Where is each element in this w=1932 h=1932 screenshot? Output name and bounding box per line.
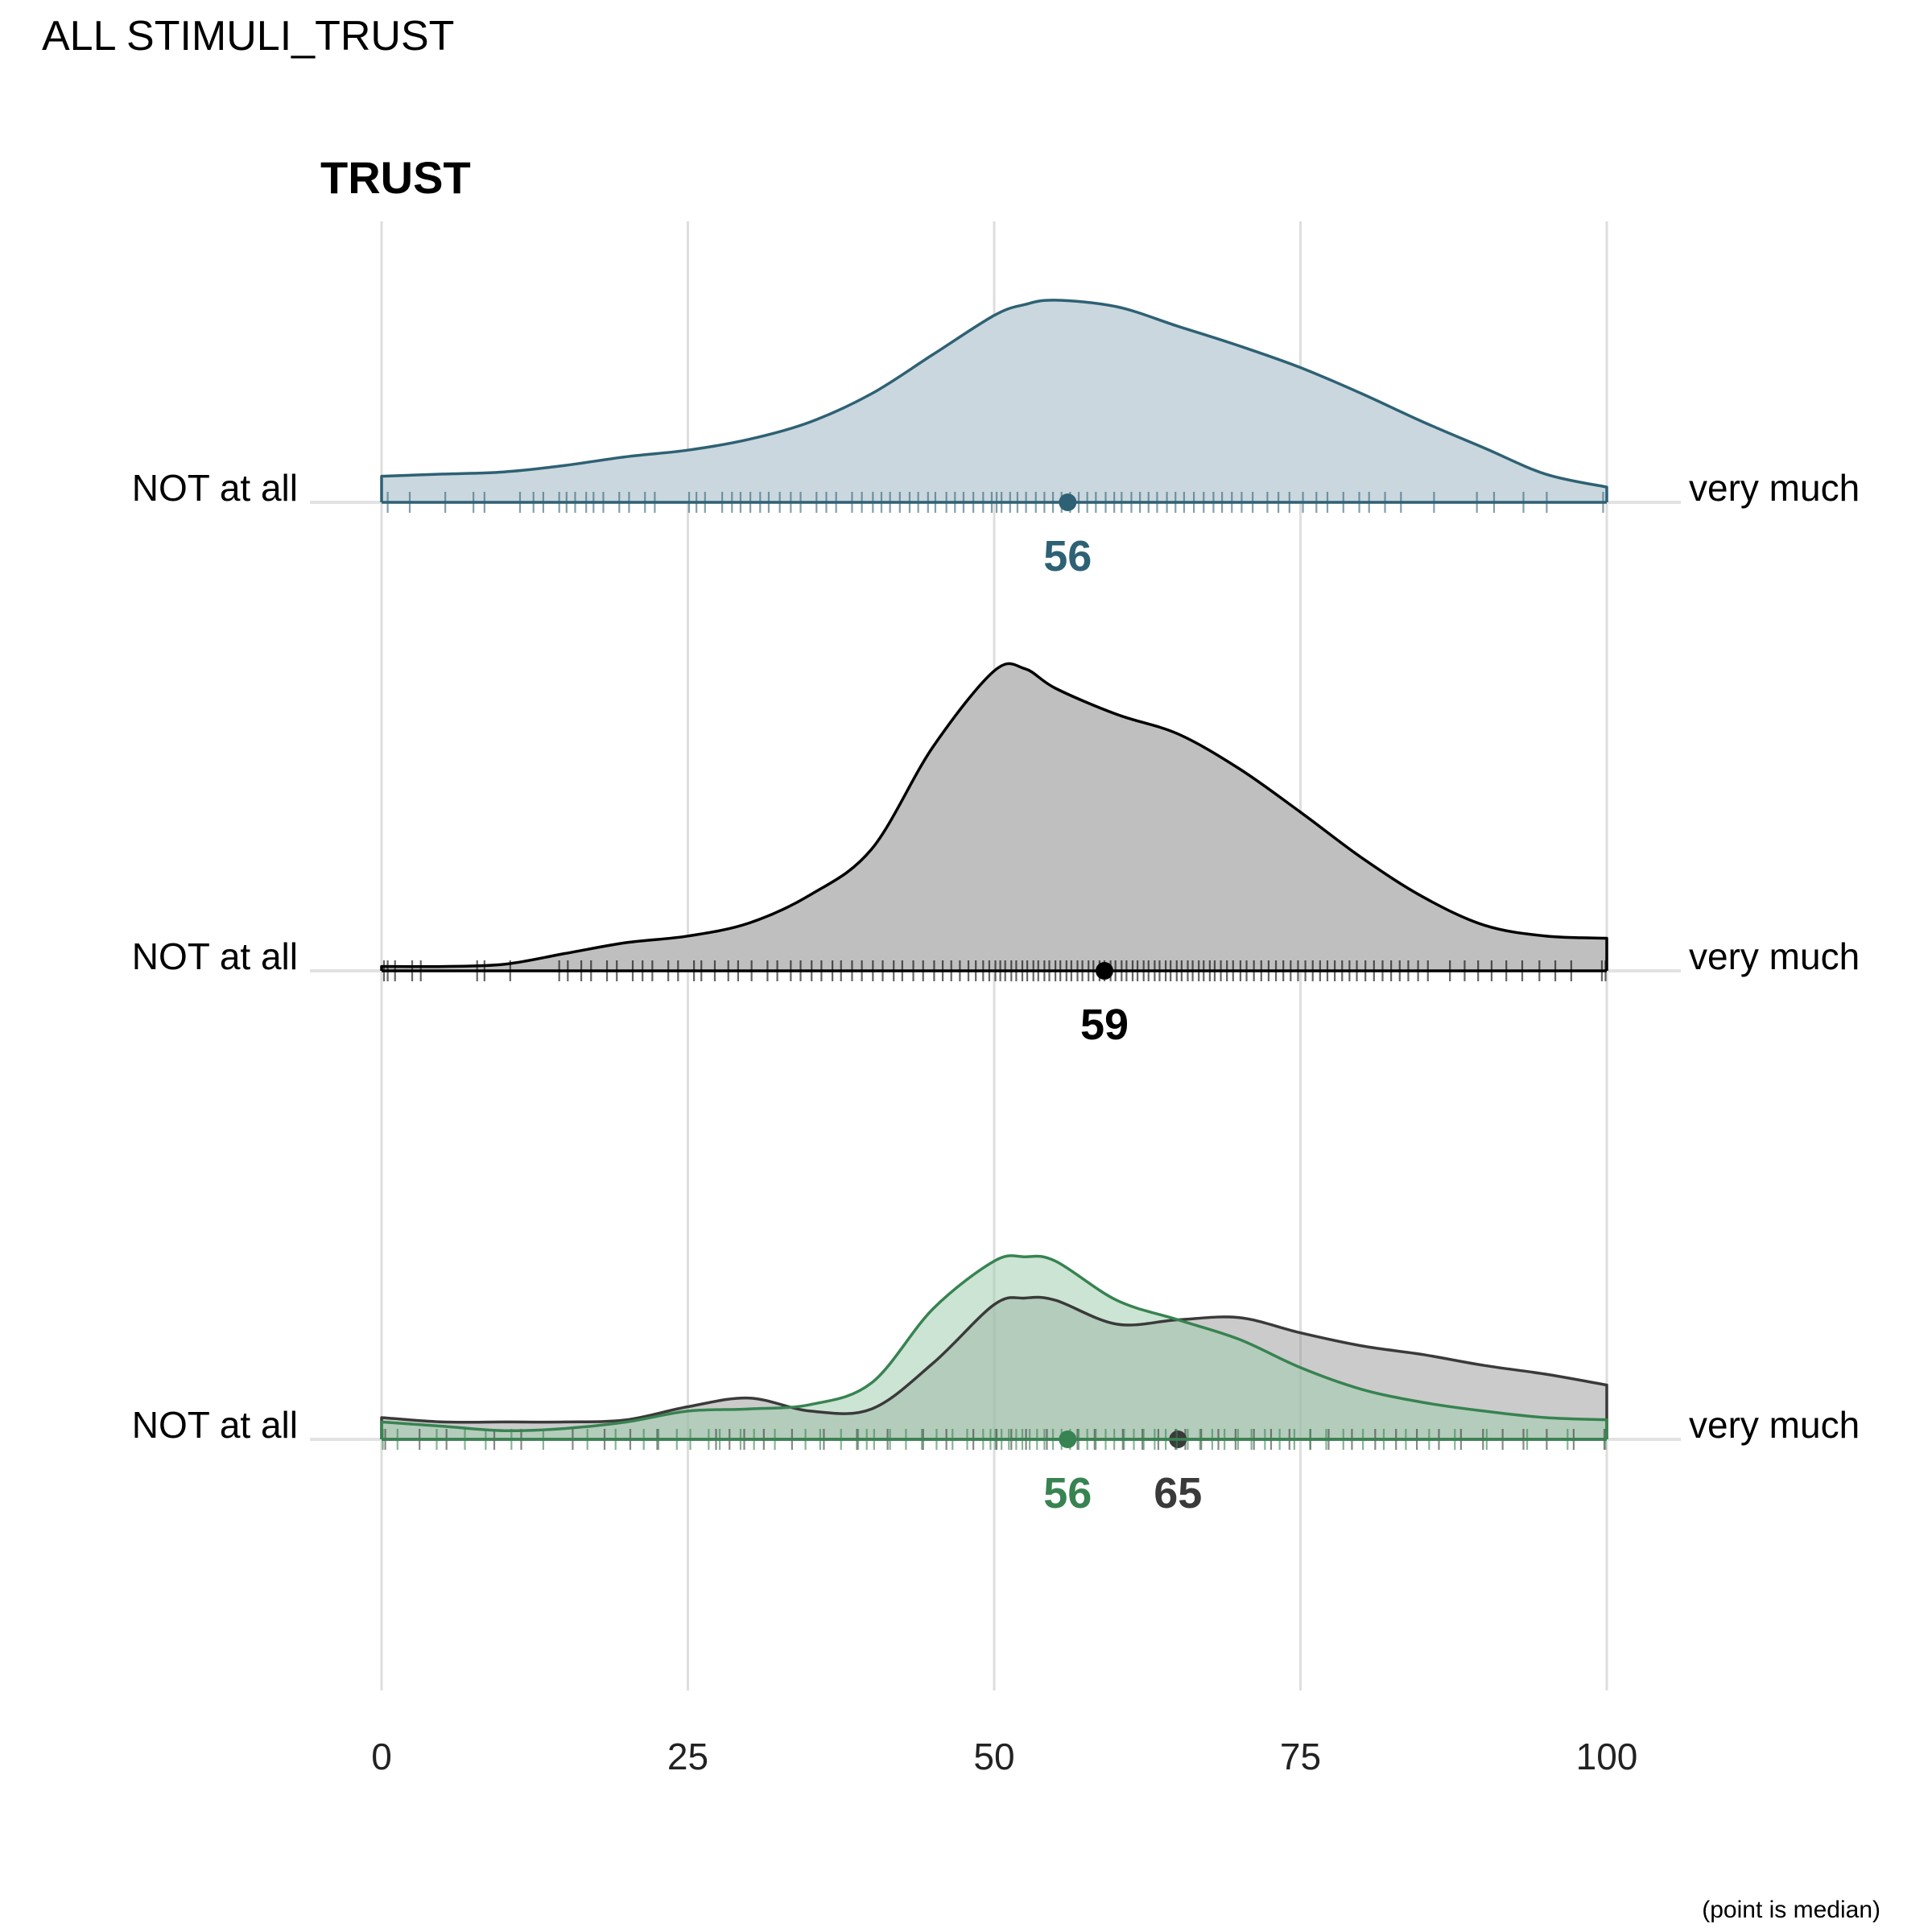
density-outline <box>380 1295 1608 1439</box>
page-title: ALL STIMULI_TRUST <box>42 13 454 60</box>
x-tick-label: 100 <box>1576 1736 1638 1777</box>
median-point <box>1059 493 1077 511</box>
right-anchor-label: very much <box>1689 1404 1860 1446</box>
median-label: 56 <box>1043 532 1092 580</box>
density-area <box>382 663 1607 971</box>
density-area <box>382 299 1607 502</box>
left-anchor-label: NOT at all <box>132 467 298 509</box>
x-tick-label: 0 <box>371 1736 392 1777</box>
median-label: 65 <box>1154 1469 1202 1517</box>
footnote: (point is median) <box>1702 1897 1880 1923</box>
density-area <box>382 1255 1607 1439</box>
x-axis-ticks: 0 25 50 75 100 <box>371 1736 1637 1777</box>
density-outline <box>380 662 1608 971</box>
left-anchor-label: NOT at all <box>132 1404 298 1446</box>
x-tick-label: 50 <box>973 1736 1014 1777</box>
median-label: 59 <box>1080 1001 1129 1049</box>
right-anchor-label: very much <box>1689 467 1860 509</box>
ridge-row-2: NOT at all very much 59 <box>132 662 1860 1049</box>
chart-title: TRUST <box>320 152 471 203</box>
ridge-row-3: NOT at all very much 65 56 <box>132 1254 1860 1517</box>
density-outline <box>380 1254 1608 1439</box>
median-label: 56 <box>1043 1469 1092 1517</box>
ridge-rows: NOT at all very much 56 NOT at all very much… <box>132 299 1860 1517</box>
median-point <box>1095 962 1113 980</box>
right-anchor-label: very much <box>1689 935 1860 977</box>
ridge-row-1: NOT at all very much 56 <box>132 299 1860 580</box>
x-tick-label: 75 <box>1280 1736 1321 1777</box>
x-tick-label: 25 <box>667 1736 708 1777</box>
left-anchor-label: NOT at all <box>132 935 298 977</box>
density-outline <box>380 299 1608 502</box>
median-point <box>1059 1430 1077 1448</box>
